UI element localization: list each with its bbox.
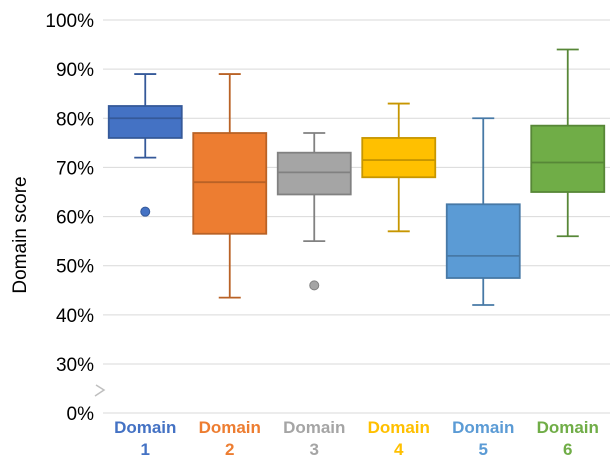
box-domain-5 (445, 117, 521, 306)
iqr-box (192, 132, 268, 235)
iqr-box (276, 151, 352, 196)
y-tick-label: 0% (67, 404, 95, 425)
category-number-domain-6: 6 (563, 440, 572, 458)
category-number-domain-1: 1 (141, 440, 150, 458)
category-number-domain-3: 3 (310, 440, 319, 458)
y-tick-label: 60% (56, 208, 94, 229)
y-tick-label: 40% (56, 306, 94, 327)
box-domain-2 (192, 73, 268, 299)
category-number-domain-4: 4 (394, 440, 404, 458)
iqr-box (530, 124, 606, 193)
axis-break-marker (94, 384, 106, 397)
plot-area (107, 48, 606, 306)
category-label-domain-4: Domain (368, 418, 430, 437)
category-label-domain-3: Domain (283, 418, 345, 437)
box-domain-6 (530, 48, 606, 238)
iqr-box (107, 105, 183, 139)
x-axis-category-labels: Domain 1 Domain 2 Domain 3 Domain 4 Domain 5 Domai… (114, 418, 599, 458)
iqr-box (361, 137, 437, 179)
y-axis-title: Domain score (10, 176, 31, 293)
outlier-point (140, 206, 151, 217)
iqr-box (445, 203, 521, 279)
y-tick-label: 90% (56, 60, 94, 81)
y-tick-label: 100% (45, 11, 94, 32)
category-label-domain-6: Domain (537, 418, 599, 437)
box-domain-3 (276, 132, 352, 291)
box-domain-1 (107, 73, 183, 217)
y-tick-label: 80% (56, 109, 94, 130)
category-label-domain-5: Domain (452, 418, 514, 437)
y-tick-label: 50% (56, 257, 94, 278)
gridlines (94, 19, 610, 414)
category-number-domain-5: 5 (479, 440, 488, 458)
outlier-point (309, 280, 320, 291)
y-axis-tick-labels: 0% 30% 40% 50% 60% 70% 80% 90% 100% (45, 11, 94, 425)
category-number-domain-2: 2 (225, 440, 234, 458)
y-tick-label: 30% (56, 355, 94, 376)
category-label-domain-2: Domain (199, 418, 261, 437)
category-label-domain-1: Domain (114, 418, 176, 437)
y-tick-label: 70% (56, 158, 94, 179)
box-domain-4 (361, 102, 437, 233)
